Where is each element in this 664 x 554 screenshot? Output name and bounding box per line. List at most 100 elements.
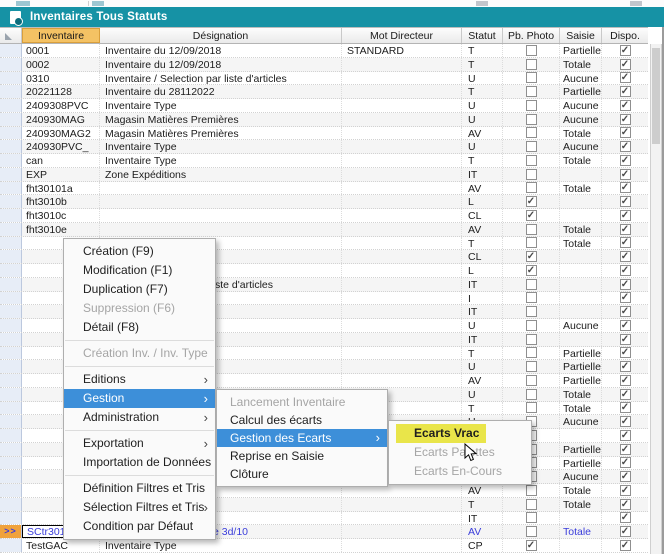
row-gutter[interactable] — [0, 57, 22, 71]
inventaire-cell[interactable]: 240930MAG2 — [22, 126, 100, 139]
designation-cell[interactable] — [100, 332, 342, 346]
dispo-checkbox[interactable]: ✓ — [619, 86, 631, 98]
pb-photo-checkbox[interactable] — [525, 484, 537, 496]
menu-item-gestion[interactable]: Gestion › — [64, 389, 215, 408]
pb-photo-checkbox[interactable] — [525, 347, 537, 359]
row-gutter[interactable] — [0, 195, 22, 208]
row-gutter[interactable] — [0, 112, 22, 126]
dispo-checkbox[interactable]: ✓ — [619, 347, 631, 359]
designation-cell[interactable] — [100, 511, 342, 525]
designation-cell[interactable] — [100, 484, 342, 497]
row-gutter[interactable] — [0, 250, 22, 263]
column-header-statut[interactable]: Statut — [462, 28, 503, 43]
row-gutter[interactable] — [0, 346, 22, 360]
pb-photo-checkbox[interactable]: ✓ — [525, 264, 537, 276]
menu-item-exportation[interactable]: Exportation › — [64, 434, 215, 453]
table-row[interactable]: fht3010e AV Totale ✓ — [0, 222, 648, 237]
inventaire-cell[interactable]: EXP — [22, 167, 100, 181]
pb-photo-checkbox[interactable] — [525, 182, 537, 194]
row-gutter[interactable] — [0, 442, 22, 456]
dispo-checkbox[interactable]: ✓ — [619, 306, 631, 318]
designation-cell[interactable]: Inventaire du 12/09/2018 — [100, 57, 342, 71]
menu-item-duplication-f7[interactable]: Duplication (F7) — [64, 280, 215, 299]
pb-photo-checkbox[interactable] — [525, 526, 537, 538]
dispo-checkbox[interactable]: ✓ — [619, 141, 631, 153]
pb-photo-checkbox[interactable] — [525, 44, 537, 56]
pb-photo-checkbox[interactable] — [525, 86, 537, 98]
table-row[interactable]: 240930MAG Magasin Matières Premières U Aucu… — [0, 112, 648, 127]
column-header-inventaire[interactable]: Inventaire — [22, 28, 100, 43]
designation-cell[interactable] — [100, 346, 342, 360]
row-gutter[interactable] — [0, 236, 22, 250]
designation-cell[interactable]: Inventaire du 28112022 — [100, 85, 342, 98]
row-gutter[interactable] — [0, 470, 22, 483]
designation-cell[interactable]: Inventaire Type — [100, 539, 342, 552]
table-row[interactable]: 20221128 Inventaire du 28112022 T Partielle… — [0, 85, 648, 99]
dispo-checkbox[interactable]: ✓ — [619, 402, 631, 414]
inventaire-cell[interactable]: fht3010b — [22, 195, 100, 208]
row-gutter[interactable] — [0, 99, 22, 112]
dispo-checkbox[interactable]: ✓ — [619, 292, 631, 304]
menu-item-reprise-en-saisie[interactable]: Reprise en Saisie — [217, 447, 387, 465]
inventaire-cell[interactable]: 0001 — [22, 44, 100, 57]
menu-item-ecarts-vrac[interactable]: Ecarts Vrac — [389, 424, 531, 443]
inventaire-cell[interactable]: 20221128 — [22, 85, 100, 98]
row-gutter[interactable] — [0, 484, 22, 497]
pb-photo-checkbox[interactable] — [525, 374, 537, 386]
scrollbar-thumb[interactable] — [652, 48, 660, 144]
table-row[interactable]: 0002 Inventaire du 12/09/2018 T Totale ✓ — [0, 57, 648, 72]
menu-item-definition-filtres-et-tris[interactable]: Définition Filtres et Tris — [64, 479, 215, 498]
row-gutter[interactable] — [0, 222, 22, 236]
dispo-checkbox[interactable]: ✓ — [619, 264, 631, 276]
pb-photo-checkbox[interactable] — [525, 223, 537, 235]
dispo-checkbox[interactable]: ✓ — [619, 223, 631, 235]
table-row[interactable]: fht3010b L ✓ ✓ — [0, 195, 648, 209]
inventaire-cell[interactable]: TestGAC — [22, 539, 100, 552]
designation-cell[interactable] — [100, 305, 342, 318]
inventaire-cell[interactable]: 240930PVC_ — [22, 140, 100, 153]
row-gutter[interactable] — [0, 511, 22, 525]
dispo-checkbox[interactable]: ✓ — [619, 416, 631, 428]
row-gutter[interactable] — [0, 305, 22, 318]
dispo-checkbox[interactable]: ✓ — [619, 539, 631, 551]
inventaire-cell[interactable]: fht30101a — [22, 181, 100, 194]
pb-photo-checkbox[interactable] — [525, 498, 537, 510]
designation-cell[interactable] — [100, 195, 342, 208]
dispo-checkbox[interactable]: ✓ — [619, 44, 631, 56]
dispo-checkbox[interactable]: ✓ — [619, 457, 631, 469]
row-gutter[interactable] — [0, 277, 22, 291]
pb-photo-checkbox[interactable] — [525, 154, 537, 166]
row-gutter[interactable] — [0, 539, 22, 552]
table-row[interactable]: fht3010c CL ✓ ✓ — [0, 209, 648, 223]
menu-item-creation-f9[interactable]: Création (F9) — [64, 242, 215, 261]
designation-cell[interactable] — [100, 374, 342, 387]
pb-photo-checkbox[interactable]: ✓ — [525, 196, 537, 208]
pb-photo-checkbox[interactable] — [525, 361, 537, 373]
row-gutter[interactable] — [0, 291, 22, 305]
row-gutter[interactable] — [0, 429, 22, 442]
dispo-checkbox[interactable]: ✓ — [619, 471, 631, 483]
pb-photo-checkbox[interactable]: ✓ — [525, 539, 537, 551]
row-gutter[interactable] — [0, 374, 22, 387]
table-row[interactable]: 2409308PVC Inventaire Type U Aucune ✓ — [0, 99, 648, 113]
pb-photo-checkbox[interactable] — [525, 127, 537, 139]
pb-photo-checkbox[interactable] — [525, 99, 537, 111]
row-gutter[interactable] — [0, 167, 22, 181]
inventaire-cell[interactable]: fht3010c — [22, 209, 100, 222]
dispo-checkbox[interactable]: ✓ — [619, 388, 631, 400]
table-row[interactable]: fht30101a AV Totale ✓ — [0, 181, 648, 196]
vertical-scrollbar[interactable] — [650, 44, 662, 554]
dispo-checkbox[interactable]: ✓ — [619, 196, 631, 208]
dispo-checkbox[interactable]: ✓ — [619, 127, 631, 139]
row-gutter[interactable] — [0, 319, 22, 332]
row-gutter[interactable] — [0, 71, 22, 85]
menu-item-cloture[interactable]: Clôture — [217, 465, 387, 483]
dispo-checkbox[interactable]: ✓ — [619, 182, 631, 194]
row-gutter[interactable] — [0, 456, 22, 470]
row-gutter[interactable] — [0, 332, 22, 346]
pb-photo-checkbox[interactable] — [525, 333, 537, 345]
row-gutter[interactable] — [0, 85, 22, 98]
column-header-pb-photo[interactable]: Pb. Photo — [503, 28, 560, 43]
pb-photo-checkbox[interactable] — [525, 72, 537, 84]
inventaire-cell[interactable]: 0002 — [22, 57, 100, 71]
